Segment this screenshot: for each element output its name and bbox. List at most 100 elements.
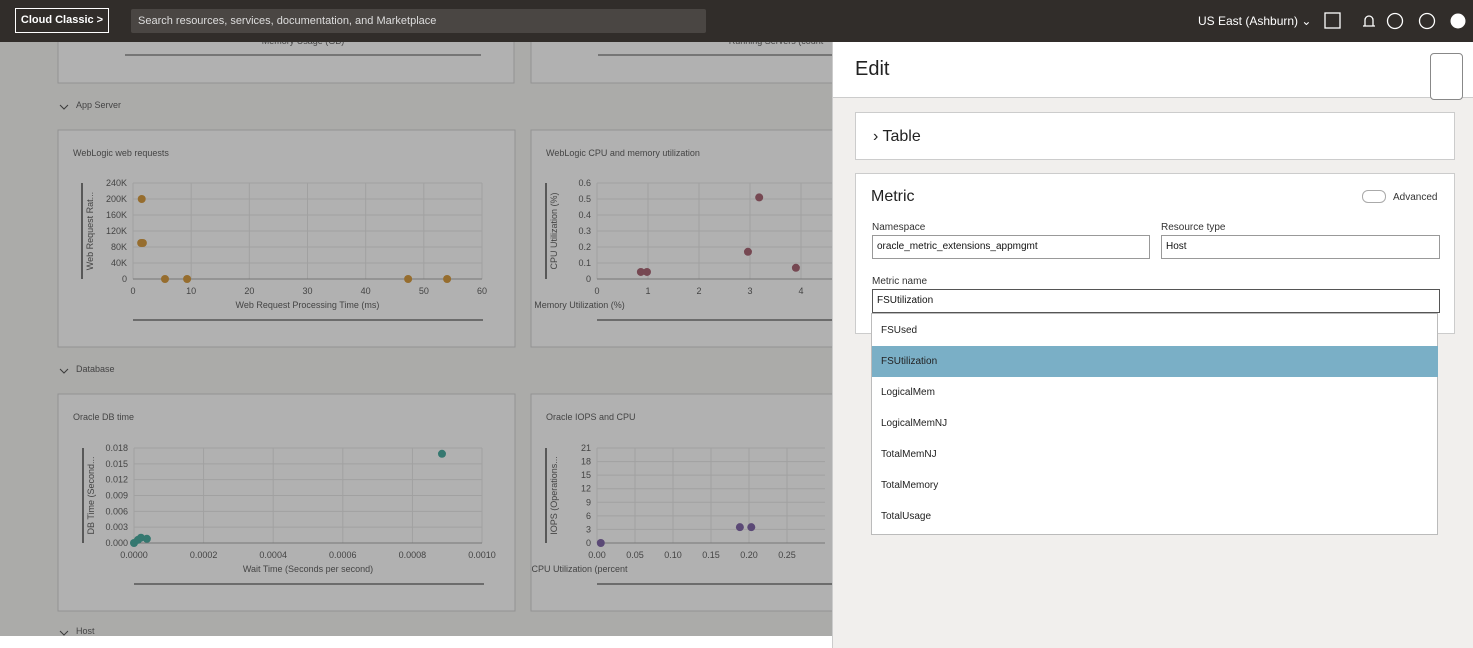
- y-tick-label: 120K: [106, 226, 127, 236]
- data-point: [137, 195, 146, 203]
- y-tick-label: 200K: [106, 194, 127, 204]
- x-tick-label: 3: [747, 286, 752, 296]
- y-tick-label: 15: [581, 470, 591, 480]
- section-title: Database: [76, 364, 115, 374]
- chevron: [59, 368, 69, 374]
- data-point: [791, 263, 800, 272]
- region: US East (Ashburn): [1198, 14, 1299, 28]
- x-axis-title: Memory Utilization (%): [534, 300, 625, 310]
- chart-title: Oracle IOPS and CPU: [546, 412, 636, 422]
- x-tick-label: 0.0000: [120, 550, 148, 560]
- x-tick-label: 0.25: [778, 550, 796, 560]
- resource-type-label: Resource type: [1161, 222, 1226, 233]
- dropdown-option[interactable]: FSUtilization: [872, 346, 1438, 377]
- data-point: [142, 534, 151, 543]
- dropdown-option[interactable]: LogicalMem: [881, 387, 935, 398]
- region-selector[interactable]: US East (Ashburn) ⌄: [1198, 14, 1312, 28]
- y-axis-bar: [81, 183, 83, 279]
- advanced-toggle[interactable]: [1362, 190, 1386, 203]
- axis-title: Running Servers (count: [729, 42, 824, 46]
- y-tick-label: 0.4: [578, 210, 591, 220]
- y-axis-title: CPU Utilization (%): [549, 192, 559, 269]
- y-tick-label: 0.009: [105, 491, 128, 501]
- dropdown-option[interactable]: TotalMemory: [881, 480, 939, 491]
- brand-button[interactable]: Cloud Classic >: [15, 8, 109, 33]
- y-tick-label: 160K: [106, 210, 127, 220]
- panel-title: Edit: [855, 58, 890, 80]
- x-tick-label: 0.20: [740, 550, 758, 560]
- y-tick-label: 0.015: [105, 459, 128, 469]
- x-tick-label: 0.0008: [399, 550, 427, 560]
- data-point: [138, 239, 147, 247]
- dropdown-option[interactable]: TotalMemNJ: [881, 449, 937, 460]
- scrollbar: [597, 583, 832, 585]
- y-tick-label: 21: [581, 443, 591, 453]
- dropdown-option[interactable]: TotalUsage: [881, 511, 932, 522]
- section-title: App Server: [76, 100, 121, 110]
- x-tick-label: 0.00: [588, 550, 606, 560]
- y-tick-label: 0.6: [578, 178, 591, 188]
- x-tick-label: 0: [130, 286, 135, 296]
- search-box[interactable]: Search resources, services, documentatio…: [131, 9, 706, 33]
- x-tick-label: 0.0006: [329, 550, 357, 560]
- y-tick-label: 0.006: [105, 506, 128, 516]
- y-axis-bar: [545, 448, 547, 543]
- panel-header: Edit: [833, 42, 1473, 100]
- y-tick-label: 6: [586, 511, 591, 521]
- dashboard: Memory Usage (GB) Running Servers (count A…: [0, 42, 832, 636]
- table-label: Table: [882, 128, 921, 145]
- y-tick-label: 0: [586, 538, 591, 548]
- y-tick-label: 0.012: [105, 475, 128, 485]
- chart-title: Oracle DB time: [73, 412, 134, 422]
- y-tick-label: 18: [581, 457, 591, 467]
- y-tick-label: 0: [586, 274, 591, 284]
- metric-dropdown: FSUsed FSUtilization LogicalMem LogicalMemN…: [871, 313, 1438, 535]
- modal-overlay[interactable]: [0, 42, 832, 636]
- top-icons: [1324, 12, 1466, 30]
- x-tick-label: 4: [798, 286, 803, 296]
- x-tick-label: 10: [186, 286, 196, 296]
- y-tick-label: 40K: [111, 258, 127, 268]
- x-tick-label: 0.05: [626, 550, 644, 560]
- y-tick-label: 0.003: [105, 522, 128, 532]
- y-tick-label: 0.1: [578, 258, 591, 268]
- help-button[interactable]: [1430, 53, 1463, 100]
- data-point: [437, 449, 446, 458]
- chart-card: [57, 129, 516, 348]
- y-axis-bar: [545, 183, 547, 279]
- advanced-label: Advanced: [1393, 192, 1438, 203]
- data-point: [596, 539, 605, 547]
- x-tick-label: 30: [302, 286, 312, 296]
- y-tick-label: 80K: [111, 242, 127, 252]
- x-tick-label: 2: [696, 286, 701, 296]
- chart-card: [530, 129, 832, 348]
- metric-name-label: Metric name: [872, 276, 928, 287]
- scrollbar: [125, 54, 481, 56]
- data-point: [642, 267, 651, 276]
- x-tick-label: 0.0002: [190, 550, 218, 560]
- y-tick-label: 12: [581, 484, 591, 494]
- dropdown-option[interactable]: FSUsed: [881, 325, 918, 336]
- card: [530, 42, 832, 84]
- x-tick-label: 0.15: [702, 550, 720, 560]
- x-tick-label: 40: [361, 286, 371, 296]
- x-tick-label: 20: [244, 286, 254, 296]
- namespace-label: Namespace: [872, 222, 926, 233]
- x-tick-label: 60: [477, 286, 487, 296]
- data-point: [136, 533, 145, 542]
- chevron: [59, 630, 69, 636]
- resource-type-select[interactable]: Host: [1161, 235, 1440, 259]
- table-section-title: › Table: [873, 128, 921, 145]
- metric-name-input[interactable]: FSUtilization: [872, 289, 1440, 313]
- y-tick-label: 0.5: [578, 194, 591, 204]
- namespace-select[interactable]: oracle_metric_extensions_appmgmt: [872, 235, 1150, 259]
- dropdown-option[interactable]: LogicalMemNJ: [881, 418, 948, 429]
- chevron: [59, 104, 69, 110]
- table-section[interactable]: › Table: [855, 112, 1455, 160]
- data-point: [160, 275, 169, 283]
- scrollbar: [598, 54, 832, 56]
- y-tick-label: 240K: [106, 178, 127, 188]
- edit-panel: Edit › Table Metric Advanced Namespace o…: [832, 42, 1473, 648]
- section-title: Host: [76, 626, 95, 636]
